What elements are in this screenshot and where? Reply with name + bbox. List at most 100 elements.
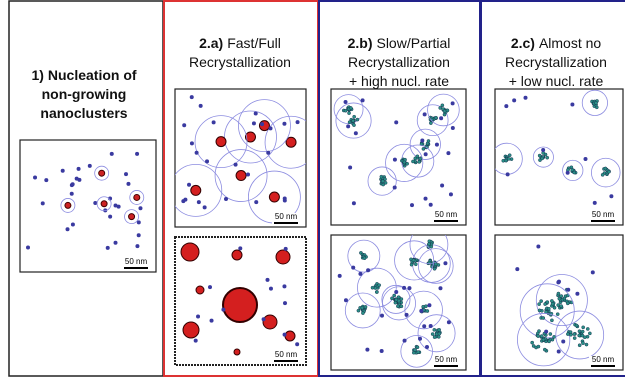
atom-dot bbox=[419, 309, 423, 313]
cluster-atom bbox=[578, 344, 581, 347]
panel-label: 2.b) bbox=[348, 35, 373, 51]
atom-dot bbox=[449, 192, 453, 196]
atom-dot bbox=[135, 244, 139, 248]
atom-dot bbox=[93, 201, 97, 205]
cluster-atom bbox=[396, 305, 399, 308]
atom-dot bbox=[429, 324, 433, 328]
cluster-atom bbox=[571, 168, 574, 171]
figure: 1)Nucleation ofnon-growingnanoclusters2.… bbox=[0, 0, 625, 377]
cluster-atom bbox=[537, 335, 540, 338]
cluster-atom bbox=[558, 297, 561, 300]
cluster-atom bbox=[363, 257, 366, 260]
atom-dot bbox=[110, 152, 114, 156]
scale-bar-label: 50 nm bbox=[592, 355, 615, 364]
cluster-atom bbox=[586, 327, 589, 330]
atom-dot bbox=[380, 349, 384, 353]
cluster-atom bbox=[502, 159, 505, 162]
atom-dot bbox=[358, 272, 362, 276]
atom-dot bbox=[88, 164, 92, 168]
atom-dot bbox=[296, 120, 300, 124]
atom-dot bbox=[425, 345, 429, 349]
atom-dot bbox=[77, 167, 81, 171]
atom-dot bbox=[295, 342, 299, 346]
cluster-atom bbox=[578, 330, 581, 333]
cluster-atom bbox=[433, 328, 436, 331]
atom-dot bbox=[504, 104, 508, 108]
cluster-atom bbox=[416, 346, 419, 349]
particle bbox=[276, 250, 290, 264]
cluster-atom bbox=[356, 118, 359, 121]
atom-dot bbox=[352, 201, 356, 205]
cluster-atom bbox=[441, 104, 444, 107]
scale-bar-label: 50 nm bbox=[125, 257, 148, 266]
atom-dot bbox=[190, 141, 194, 145]
title-text: Slow/Partial bbox=[376, 35, 450, 51]
cluster-atom bbox=[428, 240, 431, 243]
panel-title: 2.b)Slow/Partial bbox=[348, 35, 451, 51]
atom-dot bbox=[138, 206, 142, 210]
atom-dot bbox=[282, 284, 286, 288]
cluster-atom bbox=[541, 157, 544, 160]
cluster-atom bbox=[538, 309, 541, 312]
atom-dot bbox=[135, 152, 139, 156]
atom-dot bbox=[402, 286, 406, 290]
atom-dot bbox=[117, 205, 121, 209]
cluster-atom bbox=[400, 305, 403, 308]
atom-dot bbox=[26, 245, 30, 249]
cluster-atom bbox=[538, 154, 541, 157]
particle bbox=[223, 288, 257, 322]
scale-bar-label: 50 nm bbox=[275, 212, 298, 221]
cluster bbox=[65, 202, 71, 208]
atom-dot bbox=[407, 286, 411, 290]
atom-dot bbox=[344, 100, 348, 104]
panel-title: 1)Nucleation of bbox=[31, 67, 136, 83]
atom-dot bbox=[403, 339, 407, 343]
panel-title: Recrystallization bbox=[348, 54, 450, 70]
scale-bar-label: 50 nm bbox=[435, 210, 458, 219]
atom-dot bbox=[405, 313, 409, 317]
atom-dot bbox=[556, 280, 560, 284]
atom-dot bbox=[338, 274, 342, 278]
image-box bbox=[495, 89, 623, 225]
cluster-atom bbox=[540, 334, 543, 337]
cluster-atom bbox=[540, 300, 543, 303]
atom-dot bbox=[182, 123, 186, 127]
cluster-atom bbox=[353, 115, 356, 118]
cluster-atom bbox=[569, 330, 572, 333]
atom-dot bbox=[515, 267, 519, 271]
atom-dot bbox=[429, 203, 433, 207]
cluster-atom bbox=[410, 263, 413, 266]
atom-dot bbox=[418, 337, 422, 341]
atom-dot bbox=[66, 227, 70, 231]
cluster-atom bbox=[431, 332, 434, 335]
atom-dot bbox=[210, 319, 214, 323]
atom-dot bbox=[435, 143, 439, 147]
particle bbox=[269, 192, 279, 202]
atom-dot bbox=[44, 178, 48, 182]
cluster-atom bbox=[349, 106, 352, 109]
atom-dot bbox=[344, 298, 348, 302]
cluster-atom bbox=[566, 302, 569, 305]
atom-dot bbox=[443, 261, 447, 265]
atom-dot bbox=[212, 120, 216, 124]
particle bbox=[236, 171, 246, 181]
cluster-atom bbox=[557, 292, 560, 295]
cluster-atom bbox=[381, 180, 384, 183]
cluster-atom bbox=[578, 334, 581, 337]
atom-dot bbox=[365, 348, 369, 352]
atom-dot bbox=[346, 124, 350, 128]
atom-dot bbox=[266, 151, 270, 155]
panel-title: 2.a)Fast/Full bbox=[199, 35, 281, 51]
cluster-atom bbox=[390, 297, 393, 300]
atom-dot bbox=[61, 169, 65, 173]
atom-dot bbox=[351, 266, 355, 270]
atom-dot bbox=[447, 320, 451, 324]
atom-dot bbox=[366, 268, 370, 272]
atom-dot bbox=[410, 203, 414, 207]
scale-bar-label: 50 nm bbox=[592, 210, 615, 219]
atom-dot bbox=[196, 315, 200, 319]
cluster-atom bbox=[566, 332, 569, 335]
atom-dot bbox=[252, 121, 256, 125]
particle bbox=[191, 185, 201, 195]
atom-dot bbox=[195, 151, 199, 155]
